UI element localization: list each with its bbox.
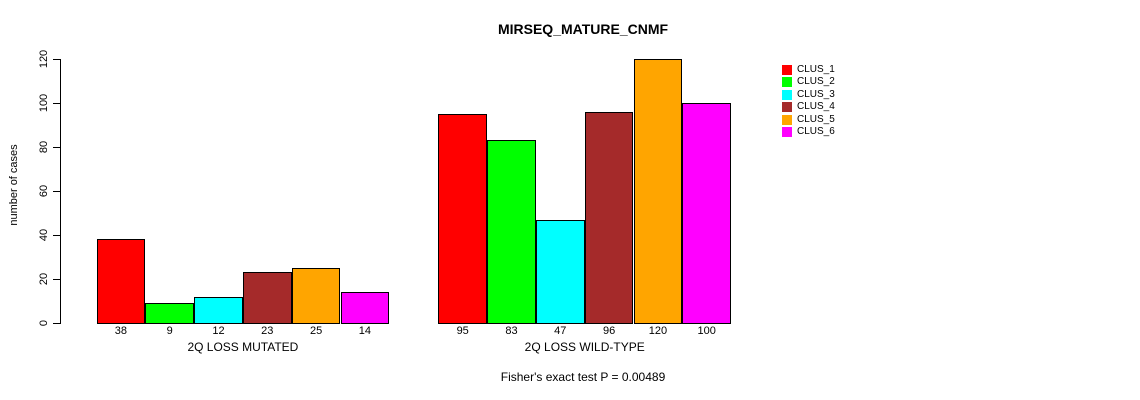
y-axis-tick-label: 120	[38, 49, 50, 69]
bar-clus_6-2	[682, 103, 732, 324]
bar-clus_3-2	[535, 219, 585, 324]
bar-clus_1-1	[96, 239, 146, 324]
bar-clus_5-1	[291, 268, 341, 324]
bar-value-label: 25	[309, 325, 323, 337]
y-axis-tick	[53, 235, 60, 236]
bar-value-label: 120	[648, 325, 668, 337]
y-axis-tick	[53, 279, 60, 280]
y-axis-tick	[53, 191, 60, 192]
bar-value-label: 38	[114, 325, 128, 337]
y-axis-tick-label: 80	[38, 140, 50, 154]
legend-item-clus_5: CLUS_5	[782, 113, 835, 125]
y-axis-tick	[53, 323, 60, 324]
legend: CLUS_1 CLUS_2 CLUS_3 CLUS_4 CLUS_5 CLUS_6	[782, 65, 835, 139]
y-axis-tick-label: 100	[38, 93, 50, 113]
y-axis-tick-label: 60	[38, 184, 50, 198]
bar-value-label: 9	[166, 325, 173, 337]
y-axis-tick	[53, 147, 60, 148]
legend-label: CLUS_4	[797, 101, 835, 113]
bar-clus_4-2	[584, 111, 634, 324]
y-axis-tick-label: 0	[38, 319, 50, 327]
bar-clus_4-1	[242, 272, 292, 324]
legend-label: CLUS_1	[797, 64, 835, 75]
legend-label: CLUS_6	[797, 125, 835, 137]
legend-swatch-clus_6	[782, 126, 792, 137]
y-axis-label: number of cases	[8, 144, 20, 226]
legend-item-clus_4: CLUS_4	[782, 101, 835, 113]
category-label: 2Q LOSS WILD-TYPE	[524, 340, 645, 354]
y-axis-tick-label: 40	[38, 228, 50, 242]
legend-item-clus_3: CLUS_3	[782, 88, 835, 100]
legend-item-clus_2: CLUS_2	[782, 76, 835, 88]
legend-label: CLUS_3	[797, 88, 835, 100]
legend-label: CLUS_2	[797, 76, 835, 88]
y-axis-tick	[53, 103, 60, 104]
bar-clus_3-1	[194, 296, 243, 324]
fisher-test-note: Fisher's exact test P = 0.00489	[500, 370, 666, 384]
legend-swatch-clus_4	[782, 102, 792, 113]
category-label: 2Q LOSS MUTATED	[187, 340, 299, 354]
bar-value-label: 23	[261, 325, 274, 337]
legend-item-clus_1: CLUS_1	[782, 65, 835, 75]
y-axis-line	[60, 59, 61, 324]
bar-value-label: 47	[554, 325, 567, 337]
bar-clus_2-1	[145, 303, 195, 324]
bar-value-label: 95	[456, 325, 469, 337]
bar-value-label: 83	[505, 325, 518, 337]
bar-clus_2-2	[487, 140, 536, 324]
legend-swatch-clus_1	[782, 65, 792, 75]
chart-title: MIRSEQ_MATURE_CNMF	[497, 21, 669, 37]
bar-value-label: 100	[697, 325, 716, 337]
legend-label: CLUS_5	[797, 113, 835, 125]
legend-swatch-clus_2	[782, 77, 792, 88]
bar-clus_6-1	[340, 292, 390, 324]
y-axis-tick-label: 20	[38, 272, 50, 286]
y-axis-tick	[53, 59, 60, 60]
bar-value-label: 12	[212, 325, 225, 337]
legend-swatch-clus_3	[782, 89, 792, 100]
legend-swatch-clus_5	[782, 114, 792, 125]
bar-clus_1-2	[438, 114, 488, 324]
bar-value-label: 14	[358, 325, 372, 337]
legend-item-clus_6: CLUS_6	[782, 125, 835, 137]
bar-clus_5-2	[633, 59, 683, 324]
bar-value-label: 96	[602, 325, 616, 337]
